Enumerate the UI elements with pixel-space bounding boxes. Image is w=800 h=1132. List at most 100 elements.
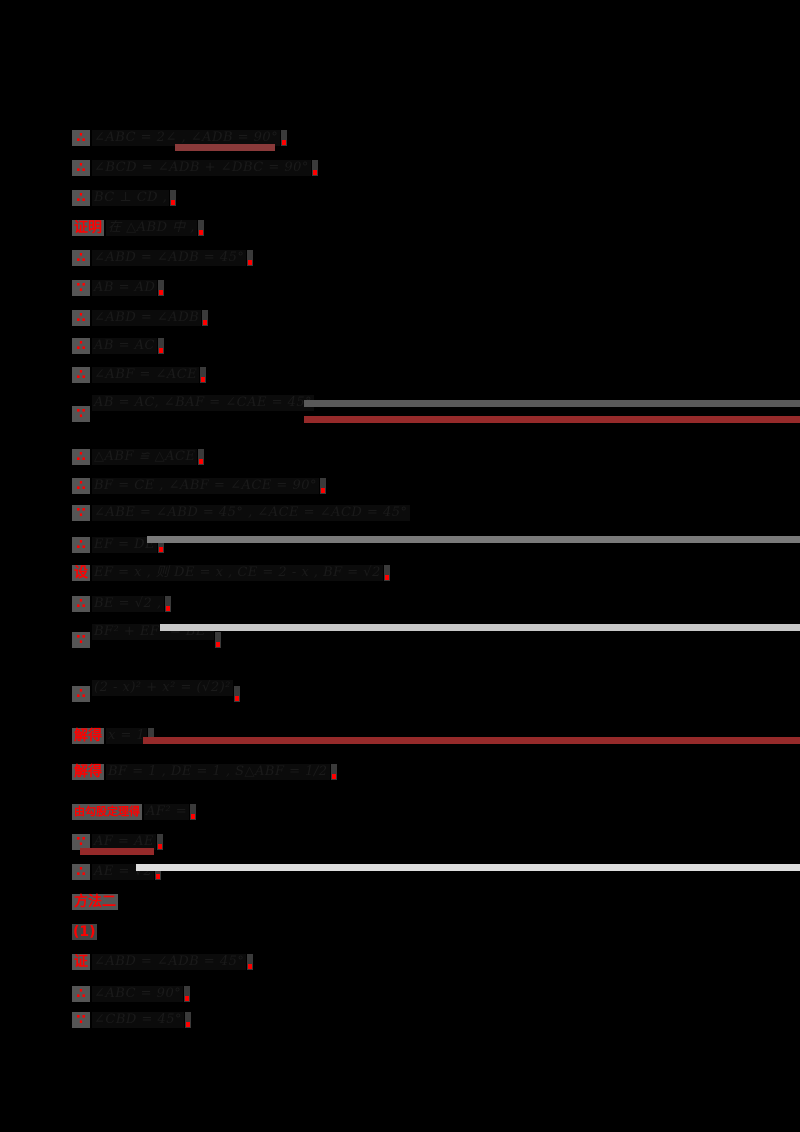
formula-text: ∠CBD = 45° <box>92 1012 185 1028</box>
therefore-marker: ∴ <box>72 310 90 326</box>
doc-line-4: 证明 在 △ABD 中 , <box>72 218 204 238</box>
horizontal-rule-red <box>143 737 800 744</box>
formula-text: BF = CE , ∠ABF = ∠ACE = 90° <box>92 478 319 494</box>
therefore-marker: ∴ <box>72 686 90 702</box>
period-mark <box>158 280 165 296</box>
period-mark <box>320 478 326 494</box>
formula-text: ∠ABF = ∠ACE <box>92 367 200 383</box>
doc-line-16: ∴ BE = √2 , <box>72 594 171 614</box>
method-two-heading: 方法二 <box>72 894 118 910</box>
period-mark <box>157 338 164 354</box>
therefore-marker: ∴ <box>72 478 90 494</box>
period-mark <box>330 764 337 780</box>
doc-line-5: ∴ ∠ABD = ∠ADB = 45° <box>72 248 254 268</box>
period-mark <box>247 954 254 970</box>
period-mark <box>281 130 288 146</box>
period-mark <box>158 537 165 553</box>
period-mark <box>200 367 207 383</box>
doc-line-19: 解得 x = 1 <box>72 726 155 746</box>
therefore-marker: ∴ <box>72 537 90 553</box>
period-mark <box>198 449 205 465</box>
therefore-marker: ∴ <box>72 160 90 176</box>
therefore-marker: ∴ <box>72 190 90 206</box>
formula-text: 在 △ABD 中 , <box>106 220 197 236</box>
horizontal-rule <box>136 864 800 871</box>
doc-line-13: ∵ ∠ABE = ∠ABD = 45° , ∠ACE = ∠ACD = 45° <box>72 503 410 523</box>
formula-text: AB = AD <box>92 280 158 296</box>
proof-label: 证 <box>72 954 90 970</box>
doc-line-14: ∴ EF = DE <box>72 535 165 555</box>
therefore-marker: ∴ <box>72 250 90 266</box>
period-mark <box>197 220 204 236</box>
doc-line-7: ∴ ∠ABD = ∠ADB <box>72 308 209 328</box>
let-label: 设 <box>72 565 90 581</box>
pythagorean-label: 由勾股定理得 <box>72 804 142 820</box>
doc-line-21: 由勾股定理得 AF² = <box>72 802 197 822</box>
doc-line-6: ∵ AB = AD <box>72 278 165 298</box>
doc-line-9: ∴ ∠ABF = ∠ACE <box>72 365 207 385</box>
doc-line-28: ∵ ∠CBD = 45° <box>72 1010 192 1030</box>
formula-text: EF = DE <box>92 537 158 553</box>
because-marker: ∵ <box>72 632 90 648</box>
formula-text: ∠ABD = ∠ADB = 45° <box>92 250 247 266</box>
therefore-marker: ∴ <box>72 338 90 354</box>
because-marker: ∵ <box>72 505 90 521</box>
doc-line-11: ∴ △ABF ≌ △ACE <box>72 447 205 467</box>
period-mark <box>311 160 318 176</box>
doc-line-17: ∵ BF² + EF² = BE² <box>72 624 221 650</box>
doc-line-26: 证 ∠ABD = ∠ADB = 45° <box>72 952 254 972</box>
doc-line-1: ∴ ∠ABC = 2∠ , ∠ADB = 90° <box>72 128 288 148</box>
horizontal-rule-red <box>304 416 800 423</box>
period-mark <box>383 565 390 581</box>
period-mark <box>247 250 254 266</box>
solution-label: 解得 <box>72 728 104 744</box>
horizontal-rule <box>160 624 800 631</box>
doc-line-24: 方法二 <box>72 892 118 912</box>
formula-text: ∠ABC = 90° <box>92 986 184 1002</box>
highlight-underline <box>175 144 275 151</box>
period-mark <box>170 190 177 206</box>
because-marker: ∵ <box>72 280 90 296</box>
doc-line-10: ∵ AB = AC, ∠BAF = ∠CAE = 45° <box>72 395 315 424</box>
because-marker: ∵ <box>72 1012 90 1028</box>
period-mark <box>155 864 162 880</box>
highlight-underline <box>80 848 154 855</box>
formula-text: AF = AE <box>92 834 156 850</box>
horizontal-rule <box>304 400 800 407</box>
formula-text: x = 1 <box>106 728 148 744</box>
formula-text: AF² = <box>144 804 190 820</box>
formula-text: ∠ABC = 2∠ , ∠ADB = 90° <box>92 130 281 146</box>
period-mark <box>156 834 163 850</box>
doc-line-25: (1) <box>72 922 97 942</box>
horizontal-rule <box>147 536 800 543</box>
formula-text: BE = √2 , <box>92 596 164 612</box>
therefore-marker: ∴ <box>72 596 90 612</box>
formula-text: ∠BCD = ∠ADB + ∠DBC = 90° <box>92 160 311 176</box>
part-one-label: (1) <box>72 924 97 940</box>
formula-text: △ABF ≌ △ACE <box>92 449 198 465</box>
doc-line-15: 设 EF = x , 则 DE = x , CE = 2 - x , BF = … <box>72 563 390 583</box>
therefore-marker: ∴ <box>72 367 90 383</box>
therefore-marker: ∴ <box>72 864 90 880</box>
proof-label: 证明 <box>72 220 104 236</box>
formula-text: AB = AC, ∠BAF = ∠CAE = 45° <box>92 395 315 411</box>
doc-line-3: ∴ BC ⊥ CD , <box>72 188 177 208</box>
because-marker: ∵ <box>72 406 90 422</box>
period-mark <box>233 686 240 702</box>
therefore-marker: ∴ <box>72 449 90 465</box>
doc-line-22: ∵ AF = AE <box>72 832 163 852</box>
because-marker: ∵ <box>72 834 90 850</box>
doc-line-12: ∴ BF = CE , ∠ABF = ∠ACE = 90° <box>72 476 326 496</box>
period-mark <box>214 632 221 648</box>
formula-text: ∠ABD = ∠ADB <box>92 310 202 326</box>
period-mark <box>202 310 209 326</box>
formula-text: ∠ABE = ∠ABD = 45° , ∠ACE = ∠ACD = 45° <box>92 505 410 521</box>
doc-line-20: 解得 BF = 1 , DE = 1 , S△ABF = 1/2 <box>72 762 337 782</box>
period-mark <box>164 596 171 612</box>
formula-text: (2 - x)² + x² = (√2)² <box>92 680 233 696</box>
solution-label: 解得 <box>72 764 104 780</box>
doc-line-27: ∴ ∠ABC = 90° <box>72 984 191 1004</box>
therefore-marker: ∴ <box>72 130 90 146</box>
formula-text: ∠ABD = ∠ADB = 45° <box>92 954 247 970</box>
doc-line-2: ∴ ∠BCD = ∠ADB + ∠DBC = 90° <box>72 158 318 178</box>
